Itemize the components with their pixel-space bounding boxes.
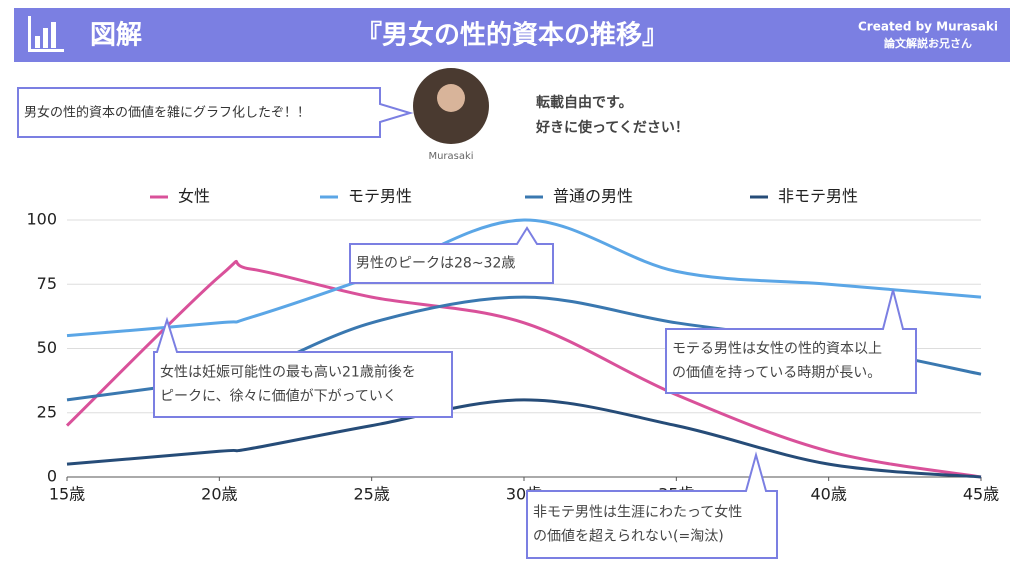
header-bar	[14, 8, 1010, 62]
note: 転載自由です。	[536, 94, 633, 111]
legend-label: 女性	[178, 187, 210, 206]
y-tick-label: 50	[37, 338, 57, 357]
note: 好きに使ってください！	[535, 119, 689, 136]
x-tick-label: 15歳	[49, 485, 85, 504]
x-tick-label: 20歳	[201, 485, 237, 504]
annotation-text: ピークに、徐々に価値が下がっていく	[160, 389, 397, 405]
legend-label: 非モテ男性	[778, 187, 858, 206]
y-tick-label: 25	[37, 402, 57, 421]
annotation-box	[665, 289, 917, 394]
annotation-text: 男性のピークは28~32歳	[356, 256, 515, 272]
series-line	[66, 398, 982, 479]
legend-label: モテ男性	[348, 187, 412, 206]
annotation-text: 非モテ男性は生涯にわたって女性	[533, 504, 742, 521]
header-credit-sub: 論文解説お兄さん	[884, 36, 972, 50]
y-tick-label: 100	[26, 210, 57, 229]
legend-label: 普通の男性	[553, 187, 633, 206]
x-tick-label: 45歳	[963, 485, 999, 504]
author-name: Murasaki	[428, 151, 473, 162]
avatar-face	[437, 84, 465, 112]
y-tick-label: 0	[47, 467, 57, 486]
x-tick-label: 40歳	[810, 485, 846, 504]
annotation: 男性のピークは28~32歳	[349, 226, 554, 284]
series-line	[65, 260, 982, 479]
header-title: 『男女の性的資本の推移』	[356, 20, 668, 51]
x-tick-label: 25歳	[353, 485, 389, 504]
bubble-text: 男女の性的資本の価値を雑にグラフ化したぞ！！	[24, 105, 310, 121]
chart-icon	[28, 16, 64, 52]
annotation-text: の価値を超えられない(=淘汰)	[533, 529, 724, 545]
series-line	[66, 218, 982, 338]
annotation-box	[349, 226, 554, 284]
annotation-box	[153, 316, 453, 418]
speech-bubble	[17, 87, 414, 138]
header-label: 図解	[90, 21, 142, 51]
annotation-box	[526, 451, 778, 559]
annotation-text: モテる男性は女性の性的資本以上	[672, 340, 882, 357]
annotation-text: 女性は妊娠可能性の最も高い21歳前後を	[160, 364, 416, 381]
annotation-text: の価値を持っている時期が長い。	[672, 365, 881, 381]
header-credit: Created by Murasaki	[858, 20, 998, 34]
y-tick-label: 75	[37, 274, 57, 293]
